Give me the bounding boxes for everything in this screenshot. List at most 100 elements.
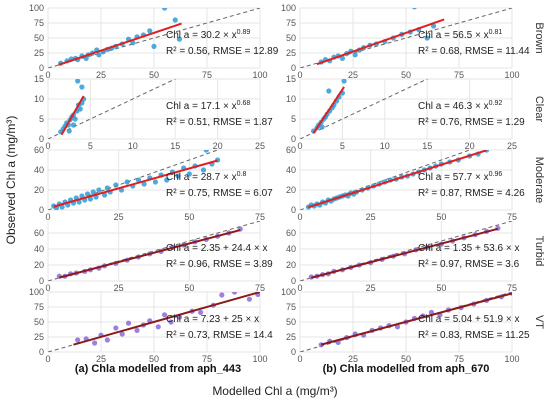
- fit-equation: Chl a = 56.5 × x0.81: [418, 29, 502, 41]
- fit-line: [73, 292, 260, 346]
- y-tick-label: 75: [286, 302, 296, 312]
- x-tick-label: 25: [507, 141, 517, 151]
- fit-equation: Chl a = 17.1 × x0.68: [166, 100, 250, 112]
- data-point: [113, 325, 119, 331]
- facet-label-vt: VT: [533, 315, 545, 329]
- x-tick-label: 10: [380, 141, 390, 151]
- fit-equation: Chl a = 5.04 + 51.9 × x: [418, 314, 519, 325]
- fit-line: [311, 227, 499, 279]
- data-point: [147, 28, 153, 34]
- data-point: [84, 191, 91, 197]
- y-tick-label: 40: [286, 165, 296, 175]
- fit-line: [320, 292, 512, 346]
- y-tick-label: 15: [286, 74, 296, 84]
- data-point: [341, 79, 347, 84]
- y-tick-label: 0: [291, 205, 296, 215]
- x-tick-label: 100: [504, 70, 519, 80]
- fit-equation: Chl a = 57.7 × x0.96: [418, 171, 502, 183]
- data-point: [92, 340, 98, 346]
- data-point: [151, 43, 157, 50]
- fit-equation: Chl a = 30.2 × x0.89: [166, 29, 250, 41]
- x-tick-label: 25: [348, 354, 358, 364]
- x-tick-label: 25: [348, 70, 358, 80]
- data-point: [104, 185, 110, 191]
- x-tick-label: 50: [436, 283, 446, 293]
- panel-plot-area: [300, 221, 512, 281]
- data-point: [79, 84, 85, 90]
- data-point: [175, 173, 181, 179]
- data-point: [96, 52, 102, 58]
- fit-statistics: R² = 0.51, RMSE = 1.87: [166, 117, 273, 128]
- data-point: [412, 8, 417, 10]
- data-point: [90, 189, 96, 195]
- y-tick-label: 50: [286, 33, 296, 43]
- x-tick-label: 25: [96, 70, 106, 80]
- y-tick-label: 0: [39, 276, 44, 286]
- column-b-title: (b) Chla modelled from aph_670: [322, 363, 490, 375]
- fit-line: [53, 159, 218, 208]
- x-tick-label: 0: [45, 283, 50, 293]
- x-tick-label: 0: [297, 141, 302, 151]
- fit-equation: Chl a = 1.35 + 53.6 × x: [418, 243, 519, 254]
- data-point: [164, 177, 170, 183]
- x-tick-label: 75: [507, 212, 517, 222]
- data-point: [162, 8, 168, 11]
- x-tick-label: 75: [454, 70, 464, 80]
- y-tick-label: 60: [286, 228, 296, 238]
- panel-clear-b: 0 5 10 15 0 5 10 15 20 25 Chl a = 46.3 × x0.92 R² =…: [286, 74, 525, 151]
- x-tick-label: 15: [170, 141, 180, 151]
- y-tick-label: 25: [286, 48, 296, 58]
- fit-statistics: R² = 0.56, RMSE = 12.89: [166, 46, 279, 57]
- fit-equation: Chl a = 46.3 × x0.92: [418, 100, 502, 112]
- data-point: [246, 296, 252, 302]
- y-tick-label: 0: [39, 134, 44, 144]
- fit-line: [308, 150, 487, 209]
- y-tick-label: 20: [286, 185, 296, 195]
- data-point: [198, 309, 204, 315]
- x-tick-label: 5: [88, 141, 93, 151]
- fit-line: [59, 229, 241, 279]
- y-tick-label: 0: [291, 63, 296, 73]
- data-point: [70, 122, 77, 128]
- panel-plot-area: [300, 79, 429, 139]
- y-tick-label: 50: [34, 33, 44, 43]
- data-point: [113, 182, 119, 188]
- facet-label-brown: Brown: [533, 22, 545, 53]
- y-tick-label: 25: [34, 332, 44, 342]
- x-tick-label: 25: [114, 283, 124, 293]
- y-tick-label: 0: [39, 205, 44, 215]
- x-tick-label: 75: [202, 354, 212, 364]
- panel-turbid-a: 0 20 40 60 0 25 50 75 Chl a = 2.35 + 24.4 × x R² …: [34, 221, 273, 293]
- data-point: [77, 106, 83, 112]
- y-axis-title: Observed Chl a (mg/m³): [4, 115, 18, 245]
- x-tick-label: 75: [255, 212, 265, 222]
- y-tick-label: 5: [39, 114, 44, 124]
- data-point: [172, 17, 178, 23]
- x-tick-label: 75: [454, 354, 464, 364]
- y-tick-label: 0: [291, 276, 296, 286]
- data-point: [155, 324, 161, 330]
- x-tick-label: 20: [465, 141, 475, 151]
- panel-moderate-b: 0 20 40 60 0 25 50 75 Chl a = 57.7 × x0.96 R² = 0…: [286, 145, 525, 222]
- data-point: [203, 150, 209, 153]
- y-tick-label: 5: [291, 114, 296, 124]
- y-axis-title-container: Observed Chl a (mg/m³): [2, 0, 20, 360]
- data-point: [134, 327, 140, 333]
- panel-plot-area: [300, 150, 490, 210]
- data-point: [119, 331, 125, 337]
- x-tick-label: 15: [422, 141, 432, 151]
- panel-vt-b: 0 25 50 75 100 0 25 50 75 100 Chl a = 5.04 + 51.9 …: [281, 287, 530, 364]
- data-point: [96, 187, 102, 193]
- facet-label-moderate: Moderate: [533, 157, 545, 203]
- y-tick-label: 20: [34, 260, 44, 270]
- x-tick-label: 10: [128, 141, 138, 151]
- x-tick-label: 0: [297, 212, 302, 222]
- x-tick-label: 75: [507, 283, 517, 293]
- x-tick-label: 0: [45, 354, 50, 364]
- fit-line: [60, 95, 85, 136]
- y-tick-label: 60: [34, 228, 44, 238]
- panel-plot-area: [48, 221, 260, 281]
- data-point: [75, 337, 81, 343]
- facet-label-turbid: Turbid: [533, 236, 545, 267]
